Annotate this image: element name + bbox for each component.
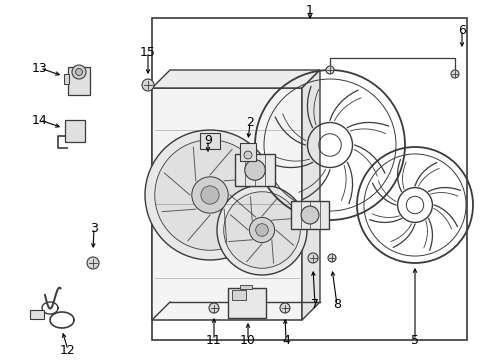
Circle shape	[450, 70, 458, 78]
Bar	[68, 67, 90, 95]
Circle shape	[208, 303, 219, 313]
Bar	[231, 290, 245, 300]
Circle shape	[224, 192, 300, 268]
Bar	[200, 133, 220, 149]
Circle shape	[142, 79, 154, 91]
Text: 1: 1	[305, 4, 313, 17]
Text: 10: 10	[240, 333, 255, 346]
Circle shape	[75, 68, 82, 76]
Text: 3: 3	[90, 221, 98, 234]
Text: 15: 15	[140, 45, 156, 58]
Text: 4: 4	[282, 333, 289, 346]
Text: 7: 7	[310, 298, 318, 311]
Bar	[240, 143, 256, 161]
Polygon shape	[302, 70, 319, 320]
Text: 12: 12	[60, 343, 76, 356]
Circle shape	[249, 217, 274, 243]
Bar	[227, 288, 265, 318]
Text: 5: 5	[410, 333, 418, 346]
Bar	[152, 18, 466, 340]
Circle shape	[217, 185, 306, 275]
Text: 2: 2	[245, 117, 253, 130]
Circle shape	[244, 151, 251, 159]
Circle shape	[201, 186, 219, 204]
Circle shape	[154, 140, 264, 250]
Bar	[235, 154, 274, 186]
Circle shape	[87, 257, 99, 269]
Text: 13: 13	[32, 62, 48, 75]
Bar	[152, 88, 302, 320]
Circle shape	[325, 66, 333, 74]
Bar	[64, 74, 69, 84]
Circle shape	[307, 253, 317, 263]
Polygon shape	[152, 70, 319, 88]
Circle shape	[301, 206, 318, 224]
Text: 8: 8	[332, 298, 340, 311]
Circle shape	[72, 65, 86, 79]
Bar	[240, 285, 251, 289]
Text: 6: 6	[457, 23, 465, 36]
Text: 11: 11	[206, 333, 222, 346]
Circle shape	[244, 160, 264, 180]
Text: 14: 14	[32, 113, 48, 126]
Text: 9: 9	[203, 134, 211, 147]
Circle shape	[191, 177, 228, 213]
Circle shape	[145, 130, 274, 260]
Bar	[65, 120, 85, 142]
Circle shape	[255, 224, 268, 236]
Bar	[290, 201, 328, 229]
Circle shape	[327, 254, 335, 262]
Bar	[30, 310, 44, 319]
Circle shape	[280, 303, 289, 313]
